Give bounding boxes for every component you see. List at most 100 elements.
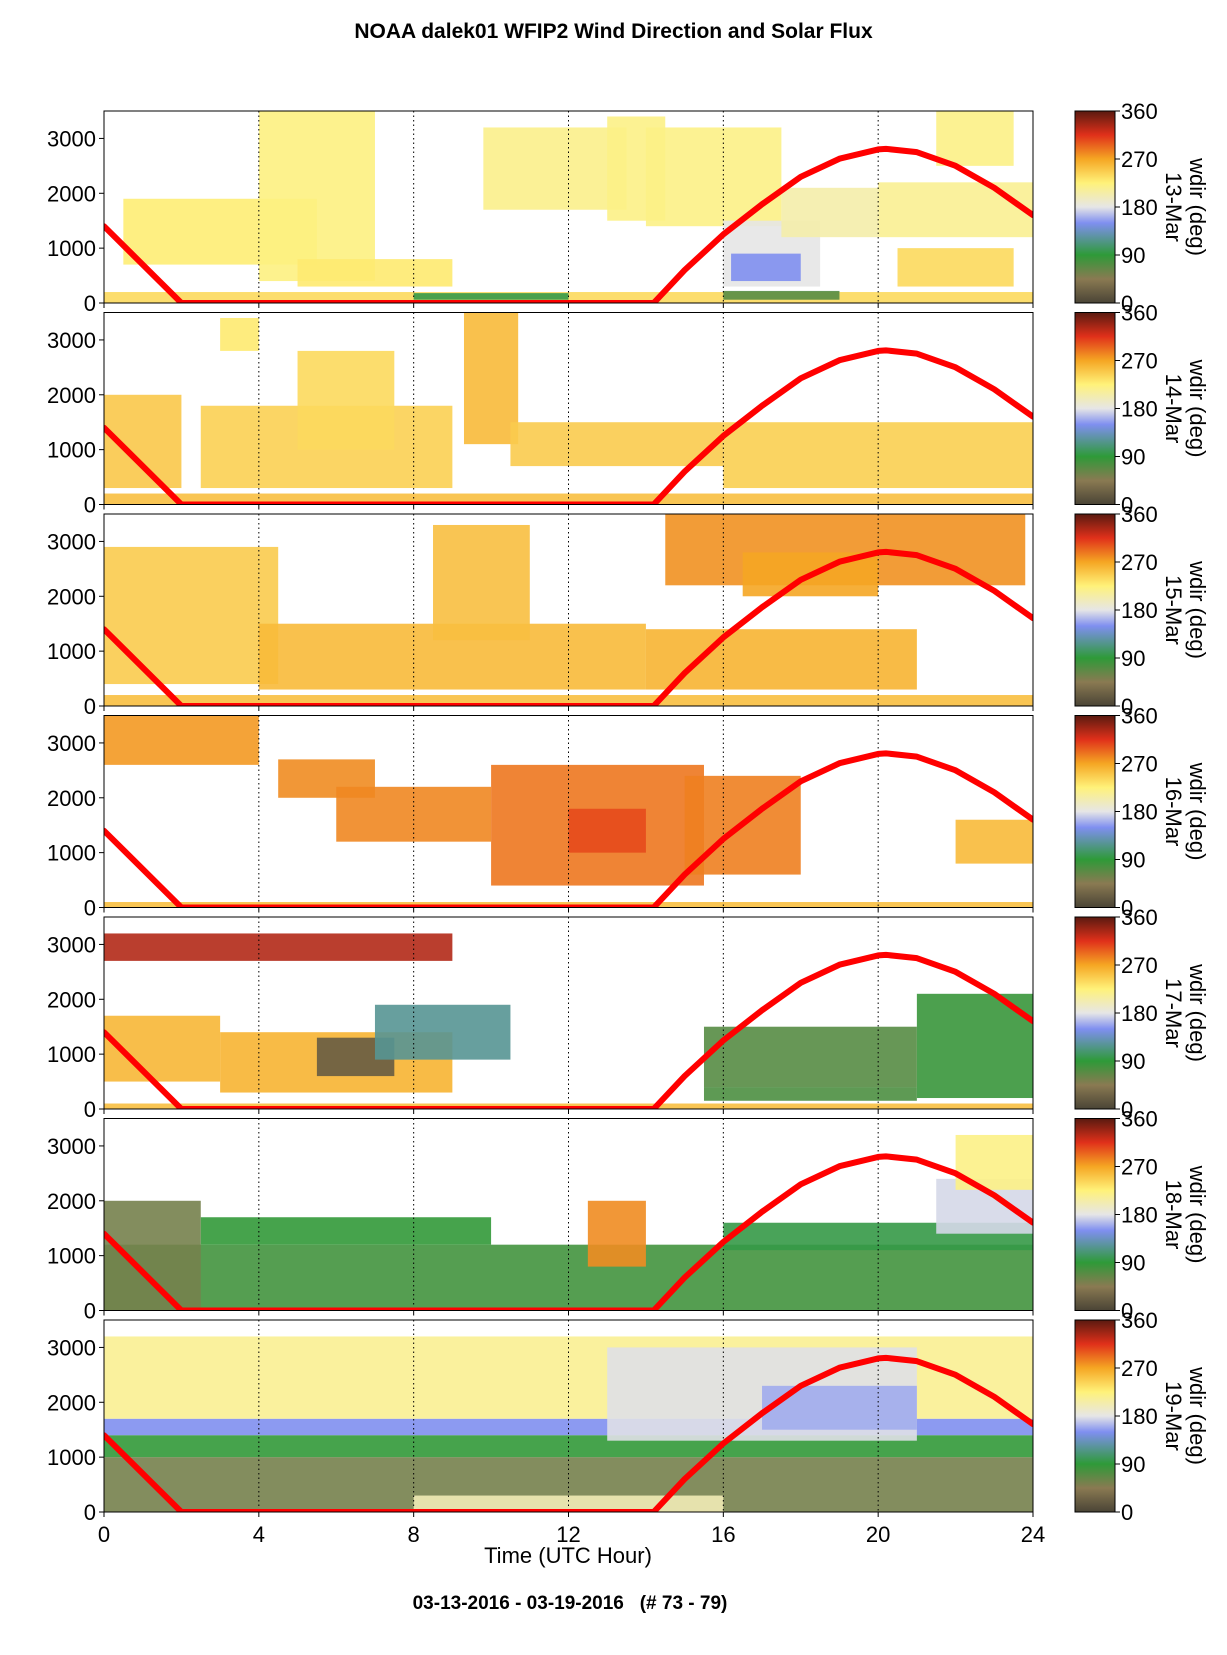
wdir-cell [723, 290, 840, 300]
y-tick-label: 2000 [47, 383, 96, 408]
panel-date-label: 13-Mar [1161, 172, 1186, 242]
colorbar-tick-label: 90 [1121, 243, 1145, 268]
panel-date-label: 14-Mar [1161, 374, 1186, 444]
wdir-cell [104, 546, 279, 685]
y-tick-label: 3000 [47, 328, 96, 353]
plot-area [104, 1320, 1033, 1512]
y-tick-label: 2000 [47, 584, 96, 609]
x-tick-label: 4 [253, 1522, 265, 1547]
y-tick-label: 0 [84, 1097, 96, 1122]
colorbar-tick-label: 90 [1121, 1251, 1145, 1276]
y-tick-label: 2000 [47, 786, 96, 811]
y-tick-label: 3000 [47, 126, 96, 151]
panel-19-mar: 0 1000 2000 3000 0 4 8 12 16 20 24 0 90 180 270 360 wdir… [47, 1308, 1210, 1547]
solar-flux-line [104, 548, 1033, 706]
wdir-cell [568, 808, 646, 853]
colorbar-label: wdir (deg) [1185, 157, 1210, 256]
wdir-cell [510, 422, 724, 467]
colorbar [1074, 312, 1116, 505]
colorbar-tick-label: 360 [1121, 99, 1158, 124]
wdir-cell [463, 312, 519, 445]
wdir-cell [374, 1004, 511, 1060]
colorbar-tick-label: 90 [1121, 445, 1145, 470]
wdir-cell [703, 1026, 917, 1088]
y-tick-label: 1000 [47, 639, 96, 664]
y-tick-label: 0 [84, 493, 96, 518]
panel-17-mar: 0 1000 2000 3000 0 90 180 270 360 wdir (deg)17-Ma… [47, 905, 1210, 1122]
colorbar [1074, 1118, 1116, 1311]
x-tick-label: 20 [866, 1522, 890, 1547]
panel-15-mar: 0 1000 2000 3000 0 90 180 270 360 wdir (deg)15-Ma… [47, 502, 1210, 719]
wdir-cell [413, 293, 569, 300]
colorbar-tick-label: 180 [1121, 1203, 1158, 1228]
colorbar-label: wdir (deg) [1185, 1165, 1210, 1264]
wdir-cell [104, 715, 259, 765]
y-tick-label: 1000 [47, 438, 96, 463]
wdir-cell [104, 493, 1033, 505]
wdir-cell [723, 422, 1033, 489]
x-tick-label: 8 [408, 1522, 420, 1547]
y-tick-label: 0 [84, 291, 96, 316]
y-tick-label: 1000 [47, 1244, 96, 1269]
wdir-cell [297, 259, 453, 287]
colorbar-tick-label: 90 [1121, 1452, 1145, 1477]
colorbar-tick-label: 270 [1121, 752, 1158, 777]
wdir-cell [955, 819, 1033, 864]
solar-flux-line [104, 1354, 1033, 1512]
colorbar-tick-label: 180 [1121, 598, 1158, 623]
x-tick-label: 12 [556, 1522, 580, 1547]
y-tick-label: 3000 [47, 1134, 96, 1159]
colorbar-tick-label: 180 [1121, 1404, 1158, 1429]
colorbar-tick-label: 180 [1121, 1001, 1158, 1026]
wdir-cell [220, 317, 259, 351]
colorbar-tick-label: 180 [1121, 800, 1158, 825]
wdir-cell [104, 1200, 201, 1311]
colorbar-label: wdir (deg) [1185, 560, 1210, 659]
colorbar [1074, 916, 1116, 1110]
colorbar-tick-label: 90 [1121, 646, 1145, 671]
colorbar-tick-label: 90 [1121, 1049, 1145, 1074]
x-tick-label: 16 [711, 1522, 735, 1547]
colorbar-tick-label: 360 [1121, 301, 1158, 326]
colorbar-tick-label: 180 [1121, 195, 1158, 220]
colorbar-tick-label: 270 [1121, 1155, 1158, 1180]
colorbar [1074, 110, 1116, 304]
wdir-cell [104, 695, 1033, 706]
panel-13-mar: 0 1000 2000 3000 0 90 180 270 360 wdir (deg)13-Ma… [47, 99, 1210, 316]
colorbar-tick-label: 90 [1121, 848, 1145, 873]
y-tick-label: 1000 [47, 236, 96, 261]
panel-date-label: 15-Mar [1161, 575, 1186, 645]
colorbar-label: wdir (deg) [1185, 762, 1210, 861]
y-tick-label: 3000 [47, 529, 96, 554]
panel-date-label: 18-Mar [1161, 1180, 1186, 1250]
wdir-cell [483, 127, 627, 210]
colorbar-tick-label: 360 [1121, 1107, 1158, 1132]
solar-flux-line [104, 951, 1033, 1109]
plot-area [104, 111, 1033, 303]
colorbar-tick-label: 270 [1121, 1356, 1158, 1381]
solar-flux-line [104, 1153, 1033, 1311]
colorbar-label: wdir (deg) [1185, 963, 1210, 1062]
colorbar-tick-label: 0 [1121, 1299, 1133, 1324]
wdir-cell [104, 933, 453, 961]
colorbar-tick-label: 270 [1121, 550, 1158, 575]
colorbar-tick-label: 270 [1121, 349, 1158, 374]
colorbar [1074, 513, 1116, 707]
plot-area [104, 917, 1033, 1109]
y-tick-label: 2000 [47, 181, 96, 206]
wdir-cell [587, 1200, 646, 1267]
wdir-cell [413, 1495, 724, 1512]
plot-area [104, 1118, 1033, 1311]
colorbar-tick-label: 0 [1121, 291, 1133, 316]
colorbar-tick-label: 360 [1121, 502, 1158, 527]
x-tick-label: 24 [1021, 1522, 1045, 1547]
colorbar-tick-label: 360 [1121, 1308, 1158, 1333]
wdir-cell [297, 350, 395, 450]
panel-date-label: 16-Mar [1161, 777, 1186, 847]
colorbar [1074, 1319, 1116, 1513]
panel-16-mar: 0 1000 2000 3000 0 90 180 270 360 wdir (deg)16-Ma… [47, 704, 1210, 921]
wdir-cell [936, 111, 1014, 166]
plot-area [104, 715, 1033, 908]
y-tick-label: 3000 [47, 731, 96, 756]
